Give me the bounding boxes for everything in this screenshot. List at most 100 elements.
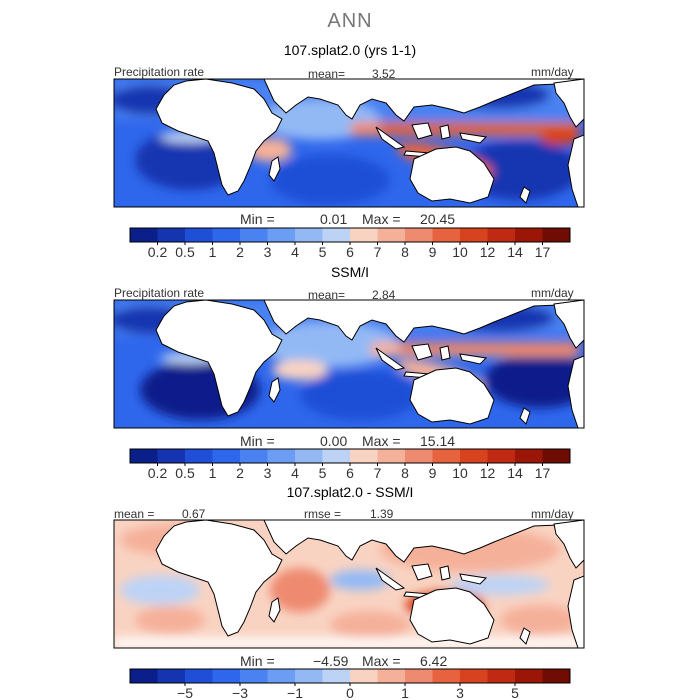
colorbar-tick-label: 7: [374, 244, 382, 260]
colorbar-tick-label: 4: [291, 465, 299, 481]
panel3-units: mm/day: [531, 507, 574, 521]
panel1-variable-label: Precipitation rate: [114, 65, 205, 79]
colorbar-swatch: [295, 449, 323, 463]
colorbar-swatch: [487, 449, 516, 463]
colorbar-swatch: [350, 449, 378, 463]
season-label: ANN: [327, 10, 373, 32]
panel3-rmse-value: 1.39: [370, 507, 394, 521]
colorbar-tick-label: 12: [480, 244, 496, 260]
panel3-colorbar: −5 −3 −1 0 1 3 5: [129, 668, 571, 700]
colorbar-swatch: [240, 449, 268, 463]
panel2-mean-label: mean=: [308, 288, 346, 302]
panel1-mean-value: 3.52: [372, 67, 396, 81]
colorbar-tick-label: 5: [319, 465, 327, 481]
colorbar-swatch: [515, 669, 543, 683]
colorbar-swatch: [185, 449, 213, 463]
panel3-map: [113, 519, 585, 649]
panel2-variable-label: Precipitation rate: [114, 286, 205, 300]
colorbar-tick-label: 0.5: [175, 244, 195, 260]
panel3-max-value: 6.42: [420, 653, 448, 669]
colorbar-tick-label: 2: [236, 465, 244, 481]
colorbar-tick-label: 4: [291, 244, 299, 260]
colorbar-swatch: [460, 449, 488, 463]
colorbar-tick-label: 14: [507, 465, 523, 481]
colorbar-tick-label: 1: [209, 244, 217, 260]
colorbar-swatch: [185, 669, 213, 683]
panel1-title: 107.splat2.0 (yrs 1-1): [283, 42, 417, 58]
colorbar-swatch: [377, 449, 406, 463]
colorbar-swatch: [322, 228, 351, 242]
colorbar-swatch: [322, 449, 351, 463]
colorbar-tick-label: 6: [346, 465, 354, 481]
panel2-map: [113, 299, 585, 429]
colorbar-swatch: [267, 449, 296, 463]
panel2-title: SSM/I: [330, 264, 370, 280]
colorbar-swatch: [267, 669, 296, 683]
colorbar-swatch: [377, 669, 406, 683]
colorbar-swatch: [460, 669, 488, 683]
panel2-colorbar: 0.2 0.5 1 2 3 4 5 6 7 8 9 10 12 14 17: [129, 448, 571, 481]
colorbar-swatch: [212, 228, 241, 242]
colorbar-swatch: [542, 669, 571, 683]
panel3-min-value: −4.59: [313, 653, 349, 669]
panel2-min-value: 0.00: [320, 433, 348, 449]
panel2-min-label: Min =: [240, 433, 275, 449]
colorbar-swatch: [515, 228, 543, 242]
panel1-max-value: 20.45: [420, 211, 456, 227]
colorbar-swatch: [542, 228, 571, 242]
colorbar-tick-label: −1: [287, 685, 303, 700]
colorbar-tick-label: 3: [456, 685, 464, 700]
colorbar-tick-label: 10: [452, 244, 468, 260]
panel3-rmse-label: rmse =: [304, 507, 342, 521]
colorbar-tick-label: 12: [480, 465, 496, 481]
colorbar-swatch: [240, 228, 268, 242]
colorbar-tick-label: 3: [264, 465, 272, 481]
colorbar-tick-label: 7: [374, 465, 382, 481]
colorbar-swatch: [432, 228, 461, 242]
colorbar-tick-label: 0.2: [148, 244, 168, 260]
panel3-max-label: Max =: [362, 653, 401, 669]
colorbar-tick-label: 17: [535, 465, 551, 481]
panel1-colorbar: 0.2 0.5 1 2 3 4 5 6 7 8 9 10 12 14 17: [129, 227, 571, 260]
colorbar-tick-label: 9: [429, 465, 437, 481]
colorbar-tick-label: 1: [401, 685, 409, 700]
colorbar-swatch: [460, 228, 488, 242]
colorbar-tick-label: −3: [232, 685, 248, 700]
colorbar-tick-label: 6: [346, 244, 354, 260]
colorbar-swatch: [130, 669, 158, 683]
panel2-units: mm/day: [531, 286, 574, 300]
colorbar-tick-label: 0.5: [175, 465, 195, 481]
colorbar-tick-label: 8: [401, 244, 409, 260]
colorbar-tick-label: 10: [452, 465, 468, 481]
panel2-max-value: 15.14: [420, 433, 456, 449]
colorbar-swatch: [157, 449, 186, 463]
panel3-mean-label: mean =: [114, 507, 155, 521]
panel2-mean-value: 2.84: [372, 288, 396, 302]
colorbar-swatch: [295, 669, 323, 683]
panel1-mean-label: mean=: [308, 67, 346, 81]
colorbar-swatch: [405, 228, 433, 242]
colorbar-swatch: [487, 228, 516, 242]
colorbar-swatch: [157, 228, 186, 242]
colorbar-tick-label: 17: [535, 244, 551, 260]
colorbar-swatch: [212, 449, 241, 463]
colorbar-tick-label: 3: [264, 244, 272, 260]
panel3-min-label: Min =: [240, 653, 275, 669]
colorbar-tick-label: 9: [429, 244, 437, 260]
colorbar-swatch: [267, 228, 296, 242]
colorbar-tick-label: 5: [511, 685, 519, 700]
colorbar-swatch: [157, 669, 186, 683]
colorbar-tick-label: 14: [507, 244, 523, 260]
colorbar-swatch: [377, 228, 406, 242]
panel2-max-label: Max =: [362, 433, 401, 449]
colorbar-swatch: [542, 449, 571, 463]
colorbar-swatch: [405, 669, 433, 683]
colorbar-tick-label: 5: [319, 244, 327, 260]
colorbar-swatch: [295, 228, 323, 242]
colorbar-swatch: [487, 669, 516, 683]
panel1-min-label: Min =: [240, 211, 275, 227]
panel3-title: 107.splat2.0 - SSM/I: [286, 484, 414, 500]
colorbar-tick-label: 0: [346, 685, 354, 700]
colorbar-swatch: [130, 228, 158, 242]
